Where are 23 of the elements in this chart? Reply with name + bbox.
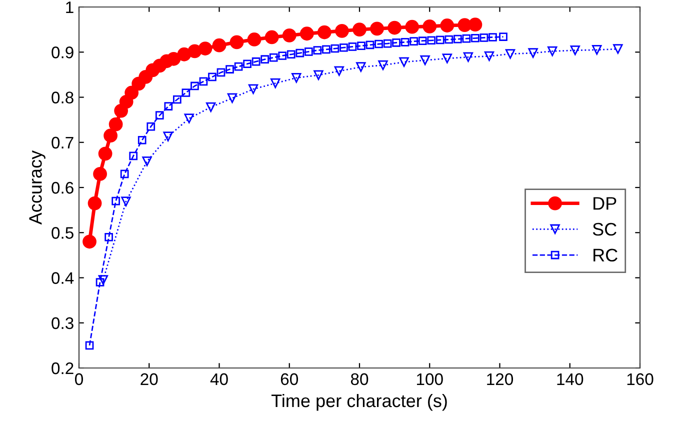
x-tick-label: 20 — [140, 373, 158, 386]
x-tick-label: 60 — [280, 373, 298, 386]
x-tick-label: 0 — [75, 373, 83, 386]
x-tick-label: 100 — [416, 373, 443, 386]
x-tick-label: 80 — [350, 373, 368, 386]
legend-label: SC — [592, 222, 616, 236]
x-tick-label: 140 — [557, 373, 584, 386]
y-tick-label: 0.2 — [52, 362, 74, 374]
x-tick-label: 40 — [210, 373, 228, 386]
y-tick-label: 0.7 — [52, 136, 74, 149]
y-tick-label: 0.3 — [52, 317, 74, 330]
x-axis-title: Time per character (s) — [271, 394, 447, 411]
legend-label: RC — [594, 248, 618, 262]
y-tick-label: 0.5 — [52, 227, 74, 239]
y-axis-title: Accuracy — [29, 150, 46, 225]
y-tick-label: 0.9 — [52, 46, 74, 58]
y-tick-label: 1 — [66, 2, 74, 14]
y-tick-label: 0.4 — [52, 272, 74, 284]
x-tick-label: 120 — [487, 373, 514, 386]
x-tick-label: 160 — [627, 373, 654, 386]
y-tick-label: 0.6 — [52, 182, 74, 194]
y-tick-label: 0.8 — [52, 92, 74, 104]
legend-label: DP — [594, 197, 616, 210]
